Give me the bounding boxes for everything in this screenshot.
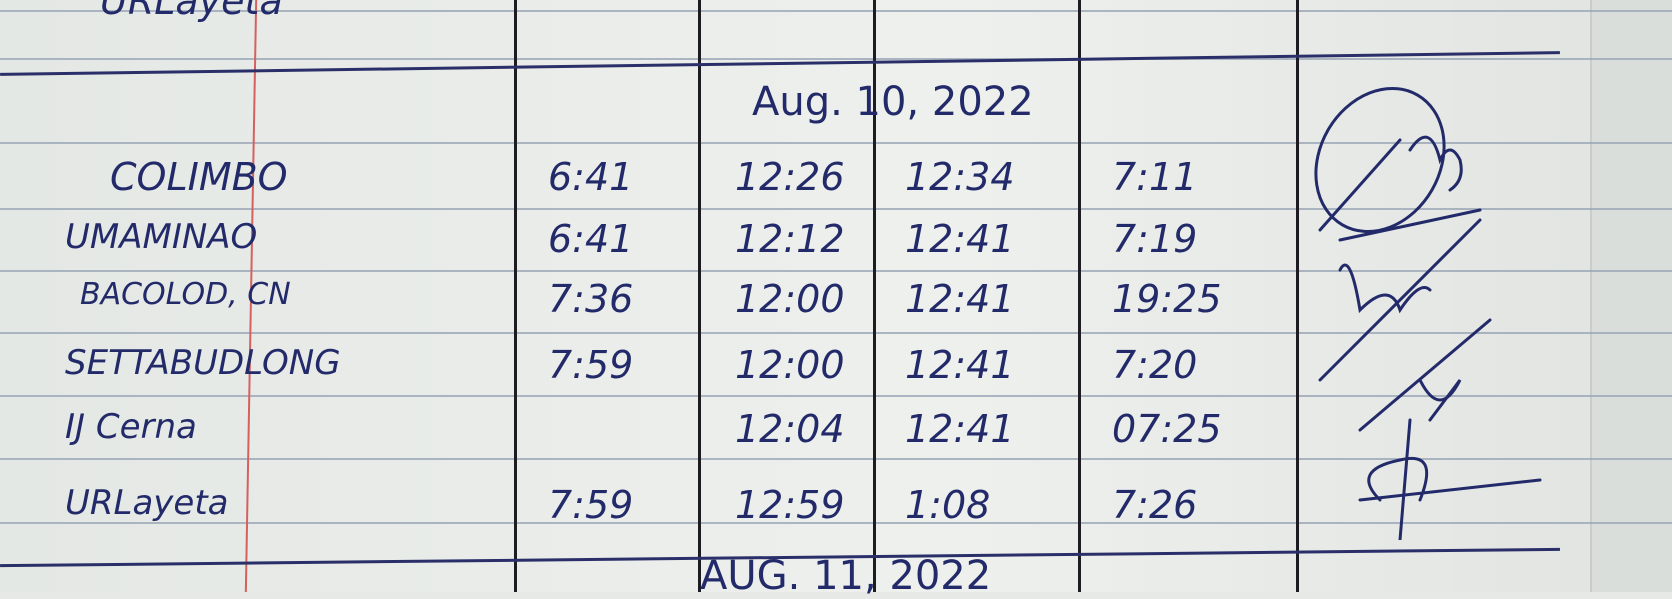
time-in: 7:36 xyxy=(548,277,634,321)
time-out: 7:20 xyxy=(1112,343,1198,387)
row-name: UMAMINAO xyxy=(65,217,258,257)
footer-date: AUG. 11, 2022 xyxy=(700,553,992,599)
time-out: 19:25 xyxy=(1112,277,1222,321)
ruled-line xyxy=(0,208,1672,210)
row-name: URLayeta xyxy=(65,483,229,523)
ruled-line xyxy=(0,10,1672,12)
ruled-line xyxy=(0,522,1672,524)
time-in: 7:59 xyxy=(548,483,634,527)
row-name: SETTABUDLONG xyxy=(65,343,341,383)
column-divider xyxy=(514,0,517,592)
ruled-line xyxy=(0,395,1672,397)
lunch-in: 12:41 xyxy=(905,407,1015,451)
time-in: 7:59 xyxy=(548,343,634,387)
ruled-line xyxy=(0,332,1672,334)
time-out: 7:19 xyxy=(1112,217,1198,261)
lunch-out: 12:04 xyxy=(735,407,845,451)
lunch-in: 12:41 xyxy=(905,277,1015,321)
time-in: 6:41 xyxy=(548,155,634,199)
time-out: 7:26 xyxy=(1112,483,1198,527)
lunch-in: 12:41 xyxy=(905,343,1015,387)
column-divider xyxy=(873,0,876,592)
ruled-line xyxy=(0,458,1672,460)
row-name: COLIMBO xyxy=(110,155,288,199)
ruled-line xyxy=(0,270,1672,272)
signature-mark xyxy=(1314,86,1446,234)
header-date: Aug. 10, 2022 xyxy=(752,79,1034,125)
row-name: IJ Cerna xyxy=(65,407,197,447)
lunch-out: 12:26 xyxy=(735,155,845,199)
time-out: 7:11 xyxy=(1112,155,1198,199)
time-in: 6:41 xyxy=(548,217,634,261)
signature-mark xyxy=(1318,135,1482,242)
lunch-out: 12:00 xyxy=(735,343,845,387)
row-name: BACOLOD, CN xyxy=(80,277,291,312)
lunch-out: 12:59 xyxy=(735,483,845,527)
lunch-in: 12:41 xyxy=(905,217,1015,261)
column-divider xyxy=(1296,0,1299,592)
column-divider xyxy=(698,0,701,592)
ruled-line xyxy=(0,58,1672,60)
partial-name-top: URLayeta xyxy=(100,0,283,23)
column-divider xyxy=(1078,0,1081,592)
lunch-in: 1:08 xyxy=(905,483,991,527)
signature-mark xyxy=(1318,218,1482,382)
lunch-out: 12:12 xyxy=(735,217,845,261)
ruled-line xyxy=(0,142,1672,144)
signatures xyxy=(1314,86,1542,540)
lunch-out: 12:00 xyxy=(735,277,845,321)
next-page-edge xyxy=(1590,0,1672,592)
signature-mark xyxy=(1358,318,1492,432)
time-out: 07:25 xyxy=(1112,407,1222,451)
lunch-in: 12:34 xyxy=(905,155,1015,199)
signature-mark xyxy=(1358,418,1542,540)
notebook-page xyxy=(0,0,1590,592)
